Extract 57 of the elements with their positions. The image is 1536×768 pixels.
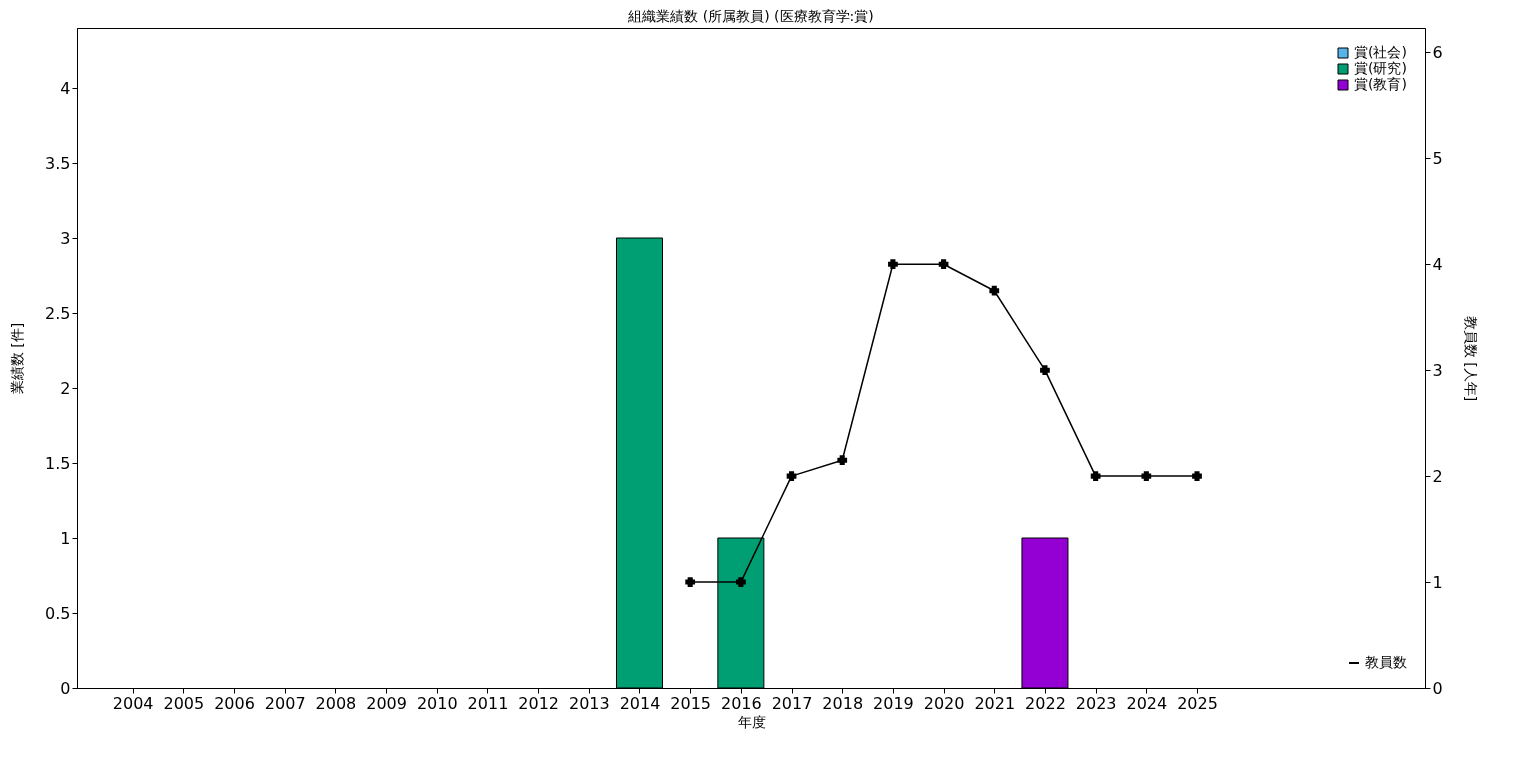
- x-tick-label: 2006: [214, 693, 255, 713]
- y2-tick-label: 5: [1432, 148, 1443, 168]
- y2-tick-label: 1: [1432, 572, 1443, 592]
- x-tick-label: 2011: [467, 693, 509, 713]
- x-tick-label: 2025: [1177, 693, 1218, 713]
- x-tick-label: 2005: [163, 693, 205, 713]
- point: [888, 259, 898, 270]
- point: [786, 471, 797, 481]
- x-tick-label: 2020: [923, 693, 965, 713]
- point: [1141, 471, 1152, 481]
- point: [837, 455, 848, 466]
- x-tick-label: 2014: [619, 693, 661, 713]
- y-tick-label: 1.5: [45, 453, 71, 473]
- point: [735, 577, 746, 587]
- x-tick-label: 2012: [518, 693, 559, 713]
- y-tick-label: 0: [60, 678, 71, 698]
- point: [938, 259, 949, 270]
- y-tick-label: 3: [60, 228, 71, 248]
- x-axis-title: 年度: [737, 713, 766, 730]
- x-tick-label: 2008: [315, 693, 357, 713]
- x-tick-label: 2015: [670, 693, 712, 713]
- legend-label: 賞(社会): [1354, 44, 1407, 60]
- y-axis-title: 業績数 [件]: [9, 322, 26, 395]
- point: [685, 577, 696, 587]
- chart-title: 組織業績数 (所属教員) (医療教育学:賞): [627, 8, 874, 24]
- legend-label: 賞(教育): [1354, 76, 1407, 92]
- x-tick-label: 2023: [1075, 693, 1117, 713]
- x-tick-label: 2009: [366, 693, 407, 713]
- x-tick-label: 2019: [873, 693, 914, 713]
- x-tick-label: 2010: [416, 693, 458, 713]
- x-tick-label: 2013: [568, 693, 610, 713]
- x-tick-label: 2007: [264, 693, 306, 713]
- x-tick-label: 2021: [974, 693, 1016, 713]
- y-tick-label: 4: [60, 78, 71, 98]
- y2-tick-label: 4: [1432, 254, 1443, 274]
- y2-tick-label: 6: [1432, 42, 1443, 62]
- y-tick-label: 2: [60, 378, 71, 398]
- legend-label: 教員数: [1365, 654, 1407, 670]
- point: [1192, 471, 1202, 481]
- y-tick-label: 0.5: [45, 603, 71, 623]
- y2-tick-label: 3: [1432, 360, 1443, 380]
- x-tick-label: 2016: [721, 693, 762, 713]
- x-tick-label: 2024: [1126, 693, 1168, 713]
- y2-axis-title: 教員数 [人年]: [1462, 315, 1479, 402]
- legend-label: 賞(研究): [1354, 60, 1407, 76]
- x-tick-label: 2017: [771, 693, 813, 713]
- point: [989, 285, 1000, 296]
- y2-tick-label: 2: [1432, 466, 1443, 486]
- y-tick-label: 2.5: [45, 303, 71, 323]
- y-tick-label: 3.5: [45, 153, 71, 173]
- y2-tick-label: 0: [1432, 678, 1443, 698]
- x-tick-label: 2018: [822, 693, 864, 713]
- x-tick-label: 2022: [1025, 693, 1066, 713]
- point: [1040, 365, 1050, 376]
- point: [1090, 471, 1101, 481]
- y-tick-label: 1: [60, 528, 71, 548]
- x-tick-label: 2004: [112, 693, 154, 713]
